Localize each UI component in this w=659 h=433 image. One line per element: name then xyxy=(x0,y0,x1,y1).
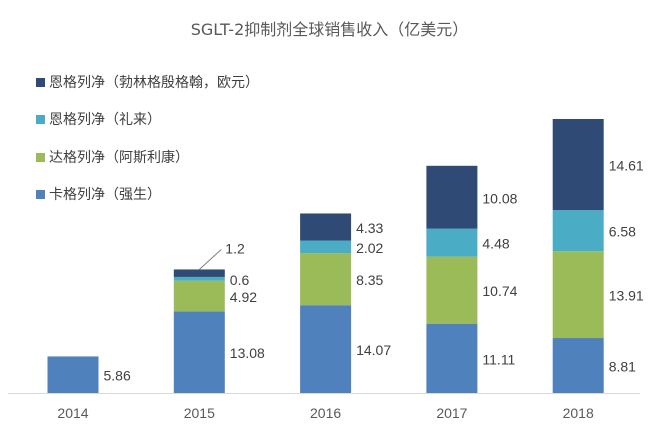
legend-item-boehringer: 恩格列净（勃林格殷格翰，欧元） xyxy=(36,72,259,92)
data-label: 5.86 xyxy=(104,368,131,384)
x-tick-label: 2015 xyxy=(184,405,215,421)
bar-segment xyxy=(552,210,604,252)
legend-item-jnj: 卡格列净（强生） xyxy=(36,184,161,204)
data-label: 4.92 xyxy=(230,289,257,305)
leader-line xyxy=(198,249,222,270)
bar-segment xyxy=(173,311,225,393)
legend-label: 达格列净（阿斯利康） xyxy=(49,150,189,166)
bar-segment xyxy=(552,251,604,339)
x-tick-label: 2018 xyxy=(563,405,594,421)
data-label: 4.33 xyxy=(356,220,383,236)
x-tick-label: 2016 xyxy=(310,405,341,421)
x-tick-label: 2017 xyxy=(436,405,467,421)
legend-item-lilly: 恩格列净（礼来） xyxy=(36,109,161,129)
legend-item-astrazeneca: 达格列净（阿斯利康） xyxy=(36,147,189,167)
data-label: 11.11 xyxy=(482,351,515,367)
data-label: 10.74 xyxy=(482,283,517,299)
data-label: 2.02 xyxy=(356,240,383,256)
legend-swatch xyxy=(36,77,45,87)
data-label: 8.81 xyxy=(609,359,636,375)
bar-segment xyxy=(426,256,478,324)
data-label: 10.08 xyxy=(482,190,517,206)
legend-swatch xyxy=(36,189,45,199)
legend-swatch xyxy=(36,152,45,162)
bar-segment xyxy=(173,269,225,277)
data-label: 13.91 xyxy=(609,288,644,304)
bar-segment xyxy=(300,240,352,254)
data-label: 13.08 xyxy=(230,345,265,361)
legend-label: 恩格列净（礼来） xyxy=(49,112,161,128)
data-label: 4.48 xyxy=(482,236,509,252)
data-label: 1.2 xyxy=(225,240,245,256)
bar-segment xyxy=(426,228,478,257)
bar-segment xyxy=(300,253,352,306)
bar-segment xyxy=(47,356,99,393)
bar-segment xyxy=(426,323,478,393)
data-label: 14.07 xyxy=(356,342,391,358)
legend-label: 卡格列净（强生） xyxy=(49,187,161,203)
bar-segment xyxy=(552,338,604,393)
data-label: 8.35 xyxy=(356,272,383,288)
data-label: 0.6 xyxy=(230,272,250,288)
data-label: 14.61 xyxy=(609,158,644,174)
bar-segment xyxy=(552,119,604,211)
bar-segment xyxy=(173,276,225,281)
legend-label: 恩格列净（勃林格殷格翰，欧元） xyxy=(49,75,259,91)
x-tick-label: 2014 xyxy=(57,405,88,421)
bar-segment xyxy=(173,280,225,312)
bar-segment xyxy=(300,213,352,241)
data-label: 6.58 xyxy=(609,224,636,240)
bar-segment xyxy=(300,305,352,393)
chart-title: SGLT-2抑制剂全球销售收入（亿美元） xyxy=(190,20,469,39)
bar-segment xyxy=(426,165,478,229)
legend-swatch xyxy=(36,114,45,124)
